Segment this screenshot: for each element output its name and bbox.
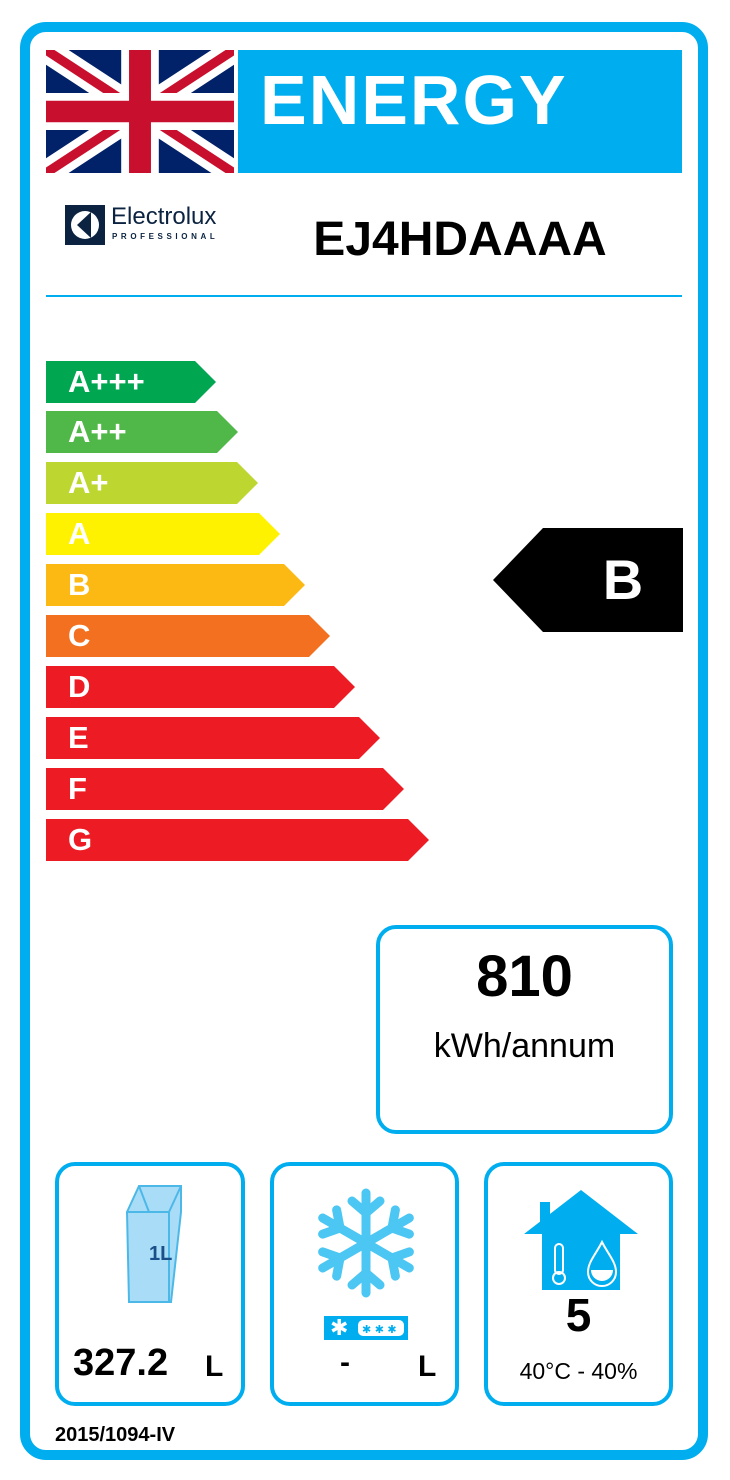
four-star-freezer-icon: ✱ ✱ ✱ ✱ — [324, 1316, 408, 1340]
scale-bar-a: A — [46, 513, 280, 555]
scale-label: B — [68, 567, 91, 602]
storage-unit: L — [205, 1350, 224, 1383]
scale-bar-aplus: A+ — [46, 462, 258, 504]
divider — [46, 295, 682, 297]
scale-bar-e: E — [46, 717, 380, 759]
consumption-box: 810 kWh/annum — [376, 925, 673, 1134]
scale-label: A — [68, 516, 91, 551]
milk-carton-icon: 1L — [125, 1185, 182, 1303]
climate-conditions: 40°C - 40% — [519, 1358, 638, 1384]
scale-bar-aplusplusplus: A+++ — [46, 361, 216, 403]
freezer-box: ✱ ✱ ✱ ✱ - L — [270, 1162, 459, 1406]
climate-box: 5 40°C - 40% — [484, 1162, 673, 1406]
brand-name: Electrolux — [111, 203, 217, 230]
scale-label: G — [68, 822, 93, 857]
storage-value: 327.2 — [73, 1342, 169, 1384]
climate-class: 5 — [565, 1289, 592, 1341]
house-climate-icon — [524, 1190, 638, 1290]
brand-logo: Electrolux PROFESSIONAL — [65, 203, 245, 247]
scale-label: A++ — [68, 414, 127, 449]
scale-label: A+ — [68, 465, 109, 500]
electrolux-logo-icon — [65, 205, 105, 245]
freezer-unit: L — [418, 1350, 437, 1383]
scale-bar-aplusplus: A++ — [46, 411, 238, 453]
carton-label: 1L — [149, 1243, 172, 1265]
storage-box: 1L 327.2 L — [55, 1162, 245, 1406]
scale-label: E — [68, 720, 89, 755]
regulation-reference: 2015/1094-IV — [55, 1424, 176, 1446]
scale-label: C — [68, 618, 91, 653]
freezer-value: - — [340, 1346, 350, 1379]
rating-indicator: B — [493, 528, 683, 632]
label-frame — [20, 22, 708, 1460]
scale-bar-b: B — [46, 564, 305, 606]
brand-sub: PROFESSIONAL — [112, 232, 219, 241]
model-number: EJ4HDAAAA — [313, 213, 607, 266]
energy-title: ENERGY — [238, 50, 682, 173]
scale-bar-g: G — [46, 819, 429, 861]
svg-text:✱ ✱ ✱: ✱ ✱ ✱ — [362, 1323, 397, 1336]
scale-label: F — [68, 771, 87, 806]
svg-text:✱: ✱ — [330, 1316, 348, 1340]
rating-letter: B — [602, 548, 644, 611]
consumption-unit: kWh/annum — [433, 1027, 616, 1065]
scale-bar-c: C — [46, 615, 330, 657]
scale-label: D — [68, 669, 91, 704]
snowflake-icon — [318, 1188, 414, 1298]
uk-flag-icon — [46, 50, 234, 173]
consumption-value: 810 — [476, 944, 573, 1009]
scale-label: A+++ — [68, 364, 145, 399]
scale-bar-d: D — [46, 666, 355, 708]
scale-bar-f: F — [46, 768, 404, 810]
